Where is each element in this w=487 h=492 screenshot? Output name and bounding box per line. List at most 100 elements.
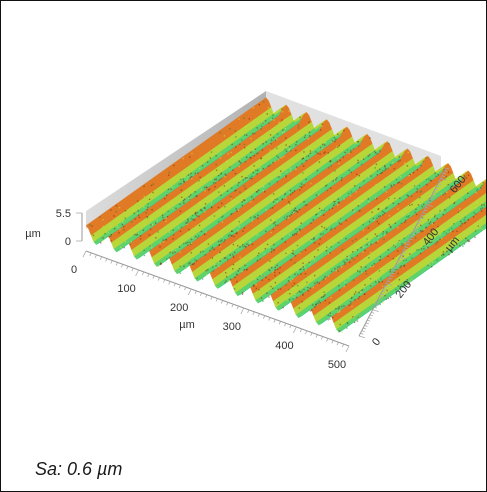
texture-speck [459,245,461,247]
texture-speck [478,227,480,230]
texture-speck [155,237,157,239]
texture-speck [284,118,286,121]
texture-speck [201,278,204,280]
texture-speck [454,182,456,184]
texture-speck [299,252,302,254]
y-axis-tick [439,180,443,183]
texture-speck [166,258,168,260]
texture-speck [190,242,193,244]
texture-speck [327,319,329,321]
texture-speck [384,166,386,168]
texture-speck [200,208,202,211]
texture-speck [370,266,372,268]
texture-speck [464,221,467,224]
texture-speck [281,198,284,201]
texture-speck [295,233,298,235]
texture-speck [428,222,431,225]
texture-speck [484,203,486,206]
texture-speck [203,233,206,236]
texture-speck [131,221,133,223]
y-axis-tick [379,296,383,298]
texture-speck [402,213,405,216]
texture-speck [237,229,239,232]
texture-speck [270,266,273,269]
texture-speck [278,272,281,274]
texture-speck [203,207,206,209]
texture-speck [294,293,296,296]
texture-speck [419,224,422,227]
texture-speck [316,235,319,237]
texture-speck [115,204,118,207]
texture-speck [293,210,295,212]
texture-speck [290,259,292,261]
texture-speck [305,155,308,158]
texture-speck [481,207,484,209]
texture-speck [378,223,380,225]
texture-speck [376,170,379,172]
texture-speck [239,256,241,259]
texture-speck [231,212,233,215]
y-axis-tick [396,262,401,264]
texture-speck [203,211,206,213]
x-axis-tick [120,264,124,268]
texture-speck [285,137,287,139]
texture-speck [225,275,228,278]
axes [76,167,450,353]
texture-speck [363,246,365,248]
texture-speck [383,238,385,241]
z-tick-label: 5.5 [56,208,71,220]
texture-speck [167,188,170,191]
texture-speck [162,219,165,221]
texture-speck [357,159,359,162]
texture-speck [236,232,238,234]
texture-speck [339,159,341,162]
texture-speck [215,265,217,267]
texture-speck [326,189,329,192]
texture-speck [130,240,133,243]
texture-speck [337,198,339,200]
texture-speck [277,224,279,227]
texture-speck [113,215,115,217]
texture-speck [220,153,222,155]
texture-speck [406,194,408,197]
texture-speck [253,216,255,218]
texture-speck [337,311,339,314]
texture-speck [91,225,93,227]
texture-speck [260,128,263,130]
texture-speck [182,157,184,160]
texture-speck [191,177,193,180]
texture-speck [343,260,345,262]
texture-speck [300,268,302,271]
texture-speck [234,130,237,132]
texture-speck [137,210,139,212]
texture-speck [449,188,452,190]
texture-speck [380,278,382,280]
texture-speck [109,225,112,228]
texture-speck [238,225,240,228]
texture-speck [316,281,319,283]
texture-speck [421,230,423,233]
y-axis-tick [445,167,450,170]
texture-speck [287,201,290,203]
texture-speck [110,209,112,211]
texture-speck [365,270,367,272]
texture-speck [194,172,196,175]
y-axis-tick [401,254,405,256]
texture-speck [378,259,380,262]
texture-speck [358,291,360,294]
texture-speck [430,180,433,182]
x-axis-tick [131,267,134,272]
texture-speck [390,186,393,188]
texture-speck [296,296,298,299]
texture-speck [232,169,234,171]
texture-speck [251,220,254,222]
texture-speck [432,261,434,263]
texture-speck [388,275,391,277]
texture-speck [119,228,121,231]
texture-speck [136,200,139,202]
texture-speck [200,188,203,191]
texture-speck [252,284,255,286]
y-tick-label: 0 [370,336,383,348]
x-axis-tick [252,311,255,315]
texture-speck [296,284,299,287]
